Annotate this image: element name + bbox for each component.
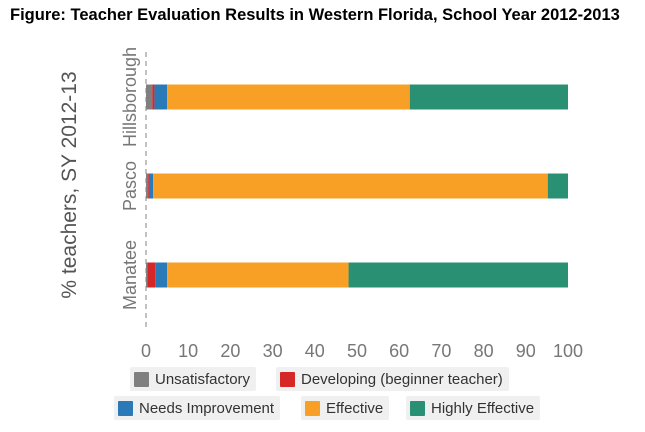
category-label: Hillsborough xyxy=(120,47,140,147)
bar-pasco-4 xyxy=(547,173,568,199)
plot-area: Hillsborough Pasco Manatee 0 10 20 30 40 50 60 70 8… xyxy=(120,47,583,361)
category-label: Manatee xyxy=(120,240,140,310)
bar-pasco-3 xyxy=(153,173,548,199)
bar-manatee-0 xyxy=(146,262,148,288)
bar-hillsborough-3 xyxy=(167,84,410,110)
bar-manatee-2 xyxy=(155,262,168,288)
bar-hillsborough-4 xyxy=(409,84,568,110)
bar-pasco-2 xyxy=(148,173,154,199)
category-label: Pasco xyxy=(120,161,140,211)
bar-manatee-1 xyxy=(147,262,156,288)
x-tick-label: 80 xyxy=(474,341,494,361)
bar-manatee-3 xyxy=(167,262,349,288)
x-tick-label: 10 xyxy=(178,341,198,361)
bar-hillsborough-0 xyxy=(146,84,153,110)
x-tick-label: 50 xyxy=(347,341,367,361)
x-tick-label: 100 xyxy=(553,341,583,361)
x-tick-label: 60 xyxy=(389,341,409,361)
bar-manatee-4 xyxy=(348,262,568,288)
bar-hillsborough-1 xyxy=(152,84,155,110)
x-tick-label: 40 xyxy=(305,341,325,361)
y-axis-label: % teachers, SY 2012-13 xyxy=(58,71,81,298)
chart-title: Figure: Teacher Evaluation Results in We… xyxy=(10,6,620,24)
x-tick-label: 70 xyxy=(431,341,451,361)
x-tick-label: 30 xyxy=(263,341,283,361)
bar-pasco-1 xyxy=(148,173,149,199)
bar-pasco-0 xyxy=(146,173,149,199)
x-tick-label: 0 xyxy=(141,341,151,361)
bar-hillsborough-2 xyxy=(154,84,168,110)
x-tick-label: 90 xyxy=(516,341,536,361)
x-tick-label: 20 xyxy=(220,341,240,361)
